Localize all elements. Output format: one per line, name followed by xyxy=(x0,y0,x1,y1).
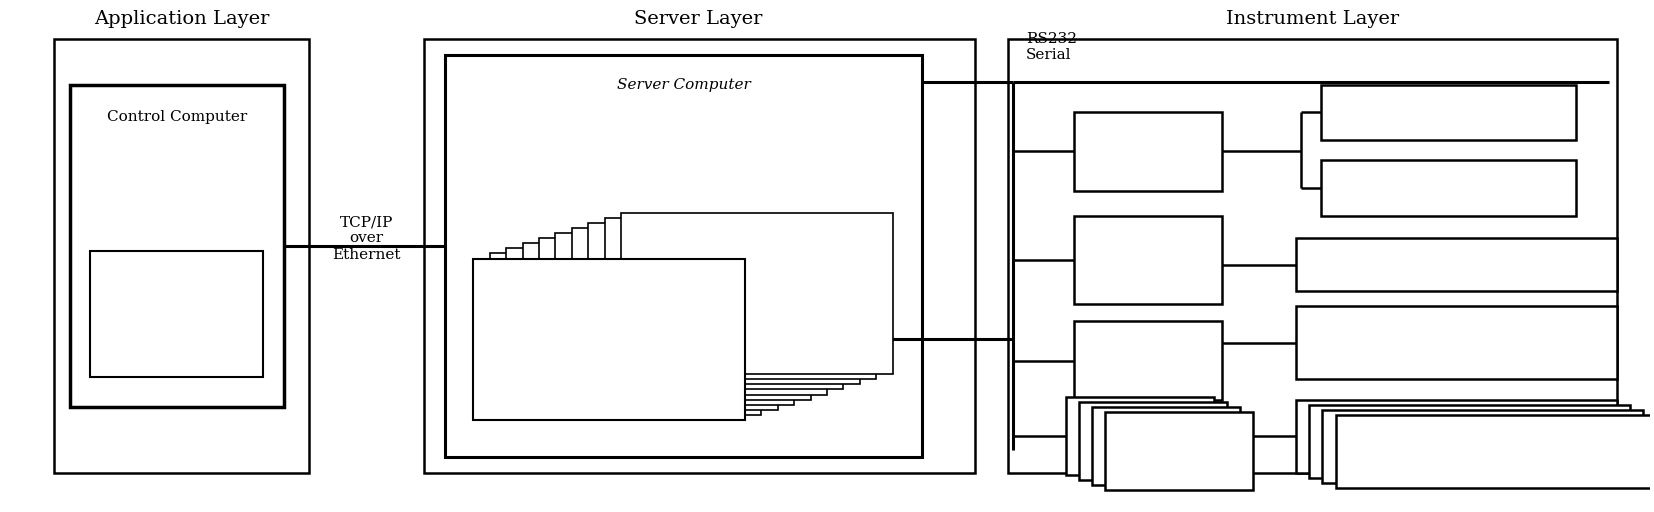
Bar xyxy=(605,218,877,379)
Text: TCP/IP
over
Ethernet: TCP/IP over Ethernet xyxy=(332,215,400,262)
Text: CCD
Camera: CCD Camera xyxy=(1120,245,1176,275)
Bar xyxy=(1073,113,1222,190)
Text: Application Layer: Application Layer xyxy=(94,10,270,28)
Bar xyxy=(1335,415,1654,488)
Text: Instrument Layer: Instrument Layer xyxy=(1226,10,1399,28)
Bar xyxy=(1065,397,1214,475)
Bar xyxy=(445,55,923,457)
Text: RF Chiller: RF Chiller xyxy=(1413,181,1485,195)
Text: HV Power
Supply: HV Power Supply xyxy=(1113,346,1183,376)
Bar xyxy=(506,248,777,410)
Bar xyxy=(1322,410,1644,483)
Bar xyxy=(572,228,844,390)
Bar xyxy=(89,251,263,377)
Text: Micra: Micra xyxy=(1126,144,1169,159)
Bar xyxy=(490,253,761,415)
Bar xyxy=(473,259,744,420)
Text: Sample Rotation Stage: Sample Rotation Stage xyxy=(1376,258,1538,272)
Bar xyxy=(1297,399,1618,473)
Bar xyxy=(69,85,284,407)
Bar xyxy=(1073,322,1222,399)
Bar xyxy=(622,213,893,374)
Bar xyxy=(53,39,309,473)
Bar xyxy=(539,239,810,399)
Bar xyxy=(1105,412,1254,490)
Bar xyxy=(1073,216,1222,304)
Text: Device-specific
Servers: Device-specific Servers xyxy=(551,324,667,354)
Bar xyxy=(1310,404,1631,478)
Bar xyxy=(423,39,976,473)
Bar xyxy=(1320,85,1576,140)
Bar xyxy=(1078,402,1227,480)
Bar xyxy=(589,223,860,385)
Bar xyxy=(1297,306,1618,379)
Text: Oscilloscope: Oscilloscope xyxy=(1404,105,1492,119)
Bar xyxy=(1007,39,1618,473)
Text: Experiment
Control App: Experiment Control App xyxy=(134,299,218,329)
Text: Server Layer: Server Layer xyxy=(635,10,762,28)
Bar xyxy=(556,233,827,395)
Bar xyxy=(1092,407,1240,485)
Text: Control Computer: Control Computer xyxy=(108,111,246,124)
Bar xyxy=(523,243,794,404)
Text: RS232
Serial: RS232 Serial xyxy=(1025,32,1077,62)
Bar xyxy=(1297,239,1618,291)
Text: Optical
Shutters: Optical Shutters xyxy=(1110,421,1169,451)
Bar xyxy=(1320,160,1576,216)
Text: Server Computer: Server Computer xyxy=(617,78,751,92)
Text: Time-Delay
Translation Stages: Time-Delay Translation Stages xyxy=(1389,328,1523,358)
Text: Sample Position
Translation Stages: Sample Position Translation Stages xyxy=(1389,421,1523,451)
